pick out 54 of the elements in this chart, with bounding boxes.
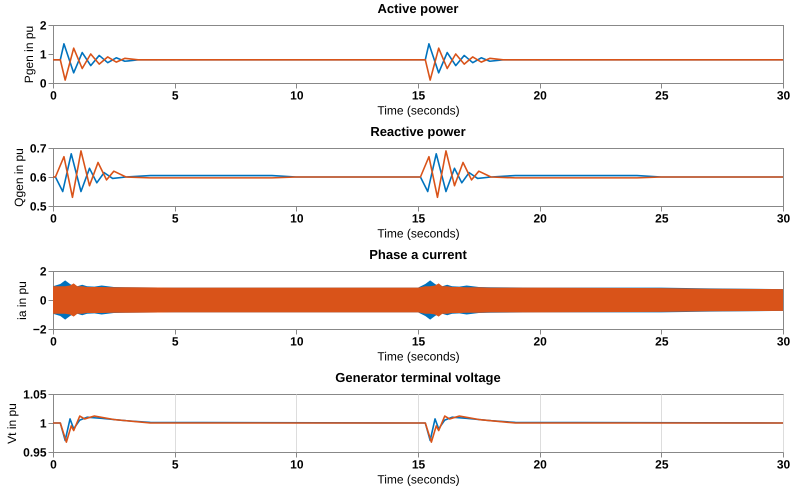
y-tick-label: 1 bbox=[40, 416, 47, 430]
chart-title: Reactive power bbox=[370, 124, 466, 139]
x-tick-label: 10 bbox=[290, 458, 304, 472]
x-tick-label: 0 bbox=[50, 458, 58, 472]
y-axis-title: Qgen in pu bbox=[12, 148, 26, 207]
x-tick-label: 20 bbox=[533, 458, 548, 472]
y-tick-label: 0.5 bbox=[30, 200, 47, 214]
y-axis-title: Pgen in pu bbox=[22, 26, 36, 84]
x-tick-label: 10 bbox=[290, 334, 304, 348]
x-axis-title: Time (seconds) bbox=[377, 104, 460, 118]
x-tick-label: 20 bbox=[533, 212, 548, 226]
x-tick-label: 30 bbox=[776, 334, 790, 348]
x-tick-label: 25 bbox=[655, 88, 669, 102]
x-tick-label: 10 bbox=[290, 88, 304, 102]
y-tick-label: 0.7 bbox=[30, 142, 47, 156]
x-tick-label: 20 bbox=[533, 88, 548, 102]
x-tick-label: 30 bbox=[776, 88, 790, 102]
y-axis-title: Vt in pu bbox=[5, 403, 20, 444]
y-tick-label: 0.95 bbox=[23, 446, 47, 460]
x-tick-label: 30 bbox=[776, 212, 790, 226]
x-tick-label: 30 bbox=[776, 458, 790, 472]
x-tick-label: 15 bbox=[412, 458, 426, 472]
x-tick-label: 5 bbox=[172, 212, 179, 226]
y-tick-label: 0 bbox=[40, 76, 47, 90]
x-tick-label: 10 bbox=[290, 212, 304, 226]
x-tick-label: 25 bbox=[655, 334, 669, 348]
chart-title: Phase a current bbox=[369, 247, 468, 262]
x-axis-title: Time (seconds) bbox=[377, 226, 460, 240]
x-axis-title: Time (seconds) bbox=[377, 472, 460, 486]
x-tick-label: 0 bbox=[50, 88, 58, 102]
x-tick-label: 15 bbox=[412, 334, 426, 348]
y-tick-label: 1.05 bbox=[23, 388, 47, 402]
x-axis-title: Time (seconds) bbox=[377, 350, 460, 364]
x-tick-label: 15 bbox=[412, 88, 426, 102]
x-tick-label: 20 bbox=[533, 334, 548, 348]
y-tick-label: 0.6 bbox=[30, 170, 47, 184]
y-tick-label: 2 bbox=[40, 264, 47, 278]
chart-title: Active power bbox=[378, 1, 458, 16]
y-tick-label: −2 bbox=[32, 322, 47, 336]
chart-title: Generator terminal voltage bbox=[335, 370, 501, 385]
x-tick-label: 15 bbox=[412, 212, 426, 226]
line-series bbox=[52, 47, 784, 81]
y-tick-label: 1 bbox=[40, 48, 47, 62]
x-tick-label: 25 bbox=[655, 458, 669, 472]
x-tick-label: 0 bbox=[50, 334, 58, 348]
x-tick-label: 0 bbox=[50, 212, 58, 226]
y-axis-title: ia in pu bbox=[14, 281, 29, 320]
x-tick-label: 25 bbox=[655, 212, 669, 226]
y-tick-label: 2 bbox=[40, 18, 47, 32]
x-tick-label: 5 bbox=[172, 458, 179, 472]
line-series bbox=[52, 150, 784, 198]
x-tick-label: 5 bbox=[172, 334, 179, 348]
y-tick-label: 0 bbox=[40, 294, 47, 308]
x-tick-label: 5 bbox=[172, 88, 179, 102]
